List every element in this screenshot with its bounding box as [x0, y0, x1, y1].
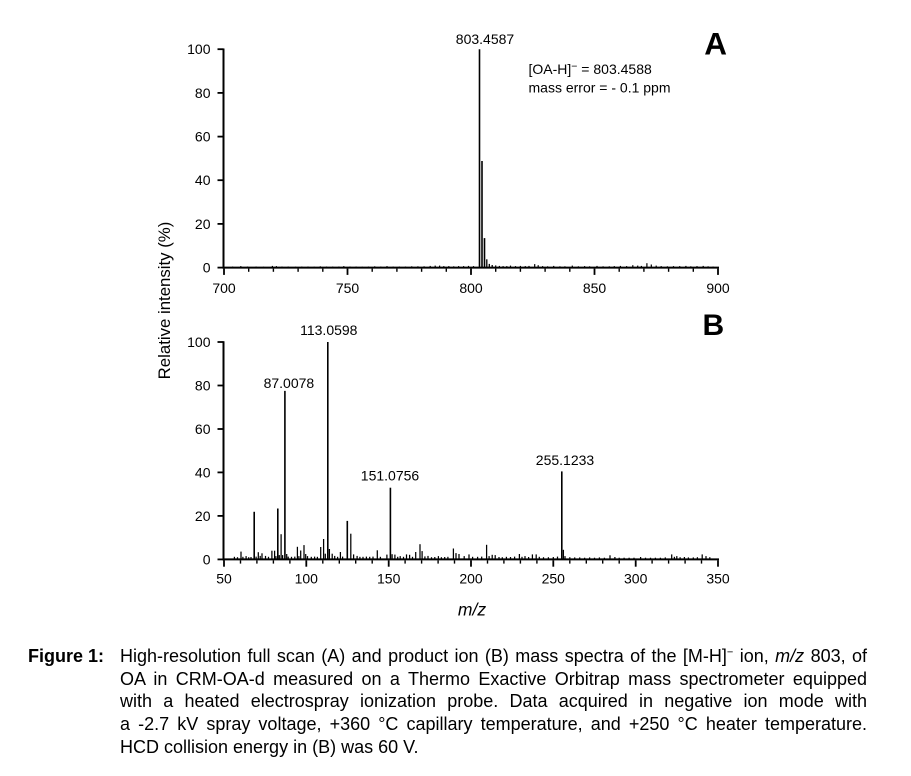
- svg-text:750: 750: [336, 280, 360, 296]
- svg-text:300: 300: [624, 570, 648, 586]
- svg-text:mass error = - 0.1 ppm: mass error = - 0.1 ppm: [529, 80, 671, 96]
- svg-text:80: 80: [195, 85, 211, 101]
- svg-text:0: 0: [203, 260, 211, 276]
- svg-text:151.0756: 151.0756: [361, 467, 420, 483]
- svg-text:800: 800: [459, 280, 483, 296]
- svg-text:113.0598: 113.0598: [300, 322, 358, 338]
- svg-text:B: B: [702, 309, 724, 342]
- svg-text:803.4587: 803.4587: [456, 31, 515, 47]
- svg-text:40: 40: [195, 172, 211, 188]
- svg-text:m/z: m/z: [458, 599, 486, 619]
- svg-text:150: 150: [377, 570, 401, 586]
- svg-text:350: 350: [706, 570, 730, 586]
- svg-text:0: 0: [203, 551, 211, 567]
- svg-text:255.1233: 255.1233: [536, 452, 595, 468]
- svg-text:900: 900: [706, 280, 730, 296]
- svg-text:200: 200: [459, 570, 483, 586]
- svg-text:100: 100: [295, 570, 319, 586]
- svg-text:100: 100: [187, 334, 211, 350]
- svg-text:50: 50: [216, 570, 232, 586]
- svg-text:100: 100: [187, 41, 211, 57]
- svg-text:Relative intensity (%): Relative intensity (%): [155, 222, 174, 380]
- svg-text:20: 20: [195, 508, 211, 524]
- svg-text:20: 20: [195, 216, 211, 232]
- svg-text:60: 60: [195, 129, 211, 145]
- svg-text:60: 60: [195, 421, 211, 437]
- svg-text:A: A: [704, 25, 727, 61]
- svg-text:850: 850: [583, 280, 607, 296]
- svg-text:250: 250: [542, 570, 566, 586]
- svg-text:700: 700: [212, 280, 236, 296]
- svg-text:87.0078: 87.0078: [264, 375, 315, 391]
- svg-text:80: 80: [195, 378, 211, 394]
- svg-text:[OA-H]− = 803.4588: [OA-H]− = 803.4588: [529, 60, 652, 77]
- svg-text:40: 40: [195, 464, 211, 480]
